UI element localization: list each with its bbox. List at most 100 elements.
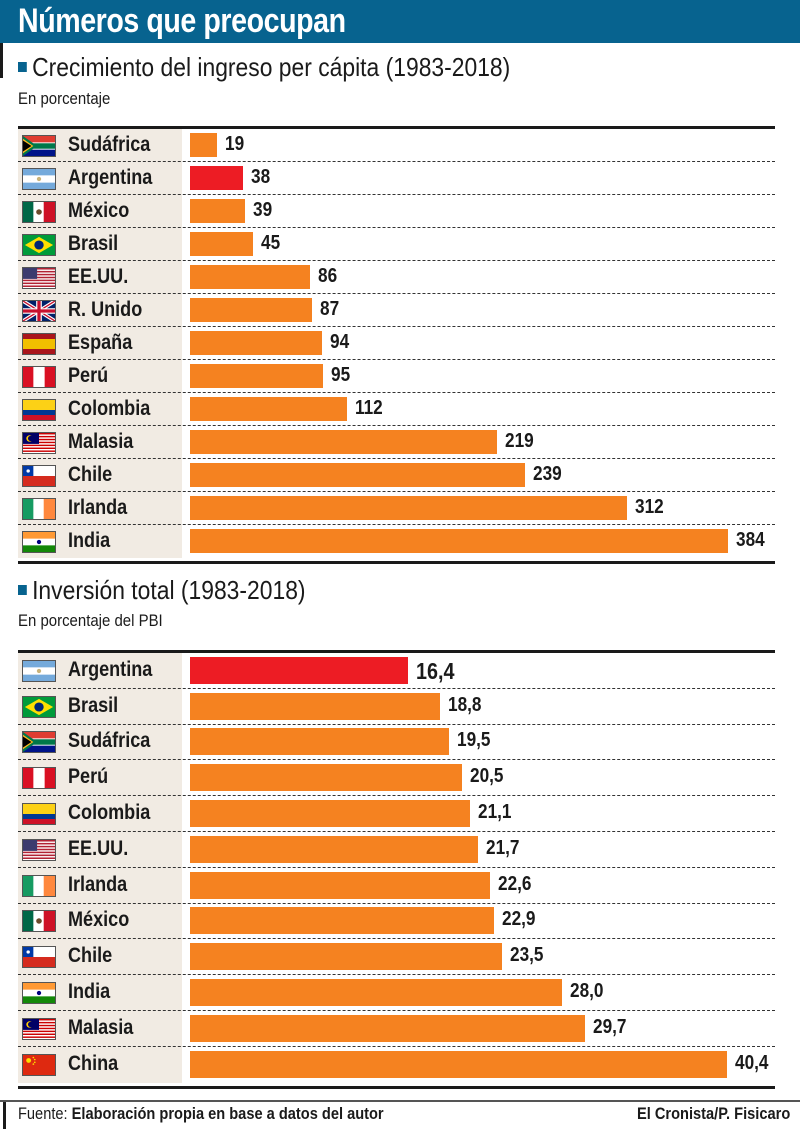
row-divider <box>18 293 775 294</box>
flag-malaysia-icon <box>22 431 56 454</box>
source-label: Fuente: <box>18 1104 68 1123</box>
bar-row: Brasil 18,8 <box>18 688 775 725</box>
bar <box>190 943 503 971</box>
value-label: 384 <box>736 528 765 551</box>
value-label: 22,6 <box>498 872 532 895</box>
flag-malaysia-icon <box>22 1017 56 1040</box>
bar-row: Chile 239 <box>18 459 775 492</box>
country-label: Colombia <box>68 801 151 825</box>
flag-argentina-icon <box>22 167 56 190</box>
bar <box>190 298 312 322</box>
bar <box>190 835 479 863</box>
country-label: EE.UU. <box>68 264 129 288</box>
flag-ireland-icon <box>22 497 56 520</box>
flag-usa-icon <box>22 266 56 289</box>
bar <box>190 331 322 355</box>
row-divider <box>18 1045 775 1047</box>
source: Fuente: Elaboración propia en base a dat… <box>18 1104 384 1124</box>
country-label: Malasia <box>68 1015 134 1039</box>
chart-top-rule <box>18 650 775 653</box>
chart2-title-text: Inversión total (1983-2018) <box>32 575 306 605</box>
source-text: Elaboración propia en base a datos del a… <box>71 1104 384 1123</box>
bar-row: Argentina 38 <box>18 162 775 195</box>
footer: Fuente: Elaboración propia en base a dat… <box>0 1100 800 1129</box>
value-label: 16,4 <box>415 657 455 684</box>
value-label: 20,5 <box>470 765 504 788</box>
chart-top-rule <box>18 126 775 129</box>
bar <box>190 907 495 935</box>
bar-row: México 22,9 <box>18 903 775 940</box>
row-divider <box>18 795 775 797</box>
row-divider <box>18 830 775 832</box>
bar-row: Irlanda 22,6 <box>18 867 775 904</box>
value-label: 29,7 <box>592 1015 627 1038</box>
country-label: Argentina <box>68 657 153 681</box>
value-label: 112 <box>354 396 383 419</box>
country-label: Brasil <box>68 231 119 255</box>
bar <box>190 1014 585 1042</box>
bar <box>190 397 347 421</box>
country-label: China <box>68 1051 119 1075</box>
value-label: 86 <box>318 264 338 287</box>
bar <box>190 979 563 1007</box>
flag-chile-icon <box>22 464 56 487</box>
value-label: 239 <box>532 462 562 485</box>
bar <box>190 496 628 520</box>
value-label: 21,7 <box>486 836 520 859</box>
bar-row: Sudáfrica 19,5 <box>18 724 775 761</box>
flag-uk-icon <box>22 299 56 322</box>
page-title: Números que preocupan <box>18 2 346 40</box>
country-label: India <box>68 980 111 1004</box>
country-label: España <box>68 330 133 354</box>
flag-peru-icon <box>22 365 56 388</box>
flag-spain-icon <box>22 332 56 355</box>
row-divider <box>18 491 775 492</box>
flag-brazil-icon <box>22 233 56 256</box>
bar <box>190 166 244 190</box>
country-label: Brasil <box>68 693 119 717</box>
footer-accent <box>3 1102 6 1129</box>
bullet-square-icon <box>18 62 27 73</box>
bar <box>190 728 450 756</box>
row-divider <box>18 524 775 525</box>
chart2-title: Inversión total (1983-2018) <box>18 575 306 606</box>
chart1-subtitle: En porcentaje <box>18 89 111 108</box>
country-label: Perú <box>68 363 109 387</box>
country-label: Irlanda <box>68 495 128 519</box>
bar-row: México 39 <box>18 195 775 228</box>
bar-row: R. Unido 87 <box>18 294 775 327</box>
country-label: Sudáfrica <box>68 729 151 753</box>
row-divider <box>18 359 775 360</box>
value-label: 39 <box>252 198 272 221</box>
bar <box>190 800 471 828</box>
title-bar: Números que preocupan <box>0 0 800 43</box>
flag-mexico-icon <box>22 200 56 223</box>
bar-row: Brasil 45 <box>18 228 775 261</box>
bar-row: Colombia 21,1 <box>18 796 775 832</box>
bar-row: India 384 <box>18 525 775 558</box>
row-divider <box>18 392 775 393</box>
row-divider <box>18 723 775 725</box>
bar-row: EE.UU. 86 <box>18 261 775 294</box>
value-label: 28,0 <box>570 980 604 1003</box>
bar-row: Perú 95 <box>18 360 775 393</box>
flag-peru-icon <box>22 767 56 790</box>
flag-china-icon <box>22 1053 56 1076</box>
bar <box>190 764 463 792</box>
value-label: 94 <box>329 330 349 353</box>
value-label: 19 <box>224 132 244 155</box>
country-label: Argentina <box>68 165 153 189</box>
flag-brazil-icon <box>22 695 56 718</box>
bar <box>190 232 254 256</box>
credit: El Cronista/P. Fisicaro <box>636 1104 790 1123</box>
country-label: Malasia <box>68 429 134 453</box>
bar <box>190 133 217 157</box>
flag-south-africa-icon <box>22 731 56 754</box>
bar <box>190 430 497 454</box>
country-label: Chile <box>68 462 113 486</box>
value-label: 87 <box>319 297 340 320</box>
value-label: 45 <box>261 231 281 254</box>
bar-row: Colombia 112 <box>18 393 775 426</box>
bar-row: Malasia 29,7 <box>18 1011 775 1047</box>
bar <box>190 364 324 388</box>
